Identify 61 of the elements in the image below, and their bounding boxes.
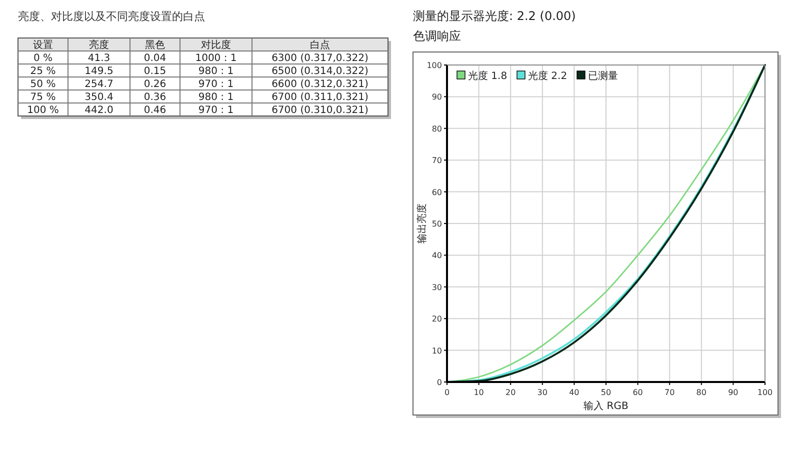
x-axis-title: 输入 RGB bbox=[584, 400, 628, 412]
text: 0.36 bbox=[144, 92, 166, 103]
text: 6500 (0.314,0.322) bbox=[272, 66, 368, 77]
text: 0.46 bbox=[144, 105, 166, 116]
x-tick-label: 亮度 bbox=[89, 39, 109, 51]
text: 0.04 bbox=[144, 53, 166, 64]
text: 6700 (0.311,0.321) bbox=[272, 92, 368, 103]
y-tick-label: 90 bbox=[432, 92, 442, 102]
text: 41.3 bbox=[88, 53, 110, 64]
x-tick-label: 黑色 bbox=[145, 39, 165, 51]
y-tick-label: 100 % bbox=[27, 105, 59, 116]
text: 6600 (0.312,0.321) bbox=[272, 79, 368, 90]
x-tick-label: 白点 bbox=[310, 39, 330, 51]
x-tick-label: 40 bbox=[569, 388, 580, 397]
y-axis-title: 输出亮度 bbox=[416, 204, 428, 244]
text: 6700 (0.310,0.321) bbox=[272, 105, 368, 116]
x-tick-label: 60 bbox=[632, 388, 643, 397]
line-series bbox=[446, 64, 766, 383]
x-tick-label: 30 bbox=[537, 388, 548, 397]
x-tick-label: 80 bbox=[696, 388, 706, 397]
x-tick-label: 10 bbox=[474, 388, 484, 397]
text: 0.15 bbox=[144, 66, 166, 77]
text: 970 : 1 bbox=[198, 105, 234, 116]
text: 6300 (0.317,0.322) bbox=[272, 53, 368, 64]
x-tick-label: 0 bbox=[444, 388, 450, 397]
y-axis-title: 设置 bbox=[33, 39, 53, 51]
chart-title: 测量的显示器光度: 2.2 (0.00) bbox=[413, 9, 576, 23]
chart-subtitle: 色调响应 bbox=[413, 29, 461, 43]
text: 254.7 bbox=[84, 79, 114, 90]
y-tick-label: 50 % bbox=[30, 79, 56, 90]
y-tick-label: 10 bbox=[432, 346, 442, 356]
text: 149.5 bbox=[84, 66, 114, 77]
x-tick-label: 90 bbox=[728, 388, 738, 397]
x-tick-label: 对比度 bbox=[201, 39, 231, 51]
y-tick-label: 60 bbox=[432, 188, 442, 197]
x-tick-label: 70 bbox=[664, 388, 675, 397]
y-tick-label: 0 bbox=[436, 378, 442, 387]
text: 970 : 1 bbox=[198, 79, 234, 90]
text: 980 : 1 bbox=[198, 66, 234, 77]
text: 350.4 bbox=[84, 92, 114, 103]
legend-label: 已测量 bbox=[588, 70, 618, 82]
y-tick-label: 25 % bbox=[30, 66, 56, 77]
text: 1000 : 1 bbox=[195, 53, 237, 64]
y-tick-label: 80 bbox=[432, 124, 442, 134]
y-tick-label: 50 bbox=[432, 220, 442, 228]
chart-title: 亮度、对比度以及不同亮度设置的白点 bbox=[18, 10, 205, 23]
text: 980 : 1 bbox=[198, 92, 234, 103]
legend-label: 光度 2.2 bbox=[528, 70, 568, 82]
text: 442.0 bbox=[84, 105, 114, 116]
y-tick-label: 75 % bbox=[30, 92, 56, 103]
x-tick-label: 100 bbox=[757, 388, 773, 397]
text: 0.26 bbox=[144, 79, 166, 90]
x-tick-label: 20 bbox=[506, 388, 516, 397]
y-tick-label: 40 bbox=[432, 251, 442, 260]
y-tick-label: 0 % bbox=[33, 53, 53, 64]
y-tick-label: 70 bbox=[432, 156, 442, 166]
x-tick-label: 50 bbox=[600, 388, 612, 397]
y-tick-label: 100 bbox=[426, 61, 442, 70]
y-tick-label: 20 bbox=[432, 314, 442, 324]
legend-label: 光度 1.8 bbox=[468, 70, 508, 82]
y-tick-label: 30 bbox=[432, 282, 442, 292]
